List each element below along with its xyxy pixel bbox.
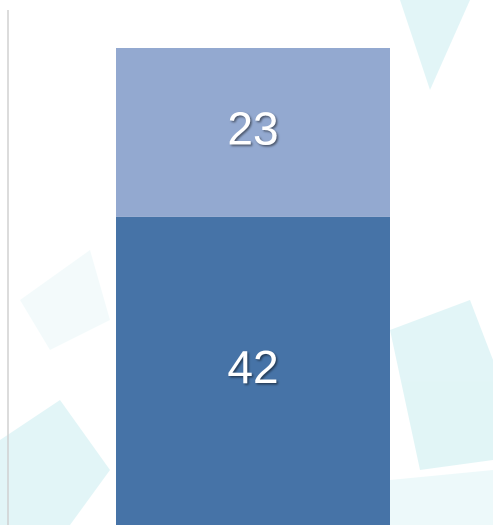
chart: 42 23 bbox=[0, 0, 493, 525]
value-label: 42 bbox=[227, 341, 278, 393]
value-label: 23 bbox=[227, 103, 278, 155]
